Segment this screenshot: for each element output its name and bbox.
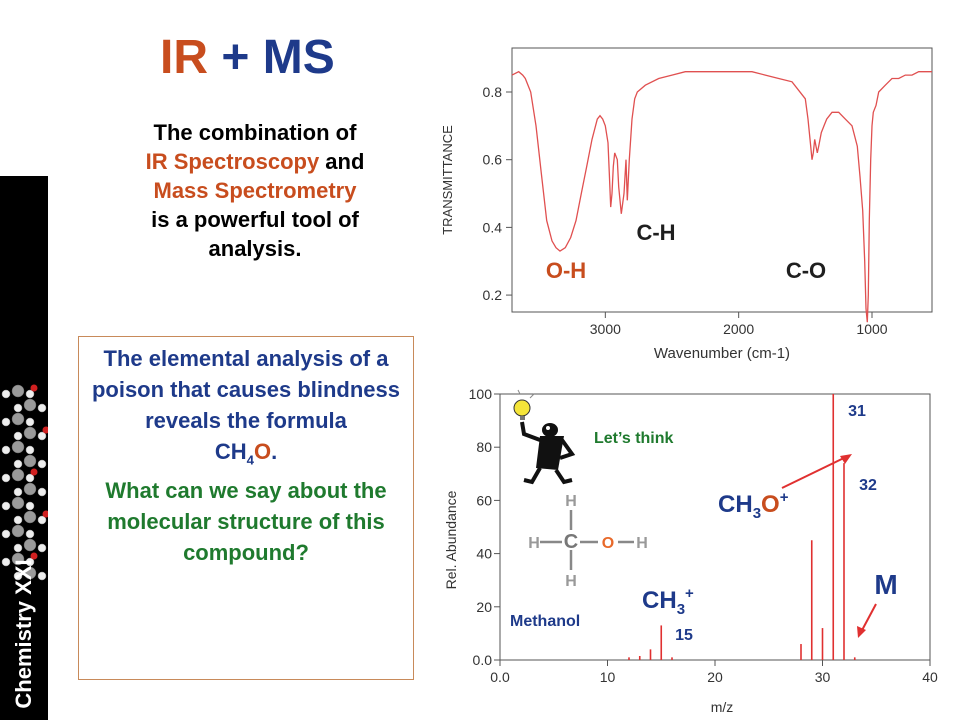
- ms-ytick-label: 100: [469, 386, 493, 402]
- ms-xtick-label: 10: [600, 669, 616, 685]
- ms-fragment-ch3o: CH3O+: [718, 489, 789, 522]
- intro-line-5: analysis.: [208, 236, 302, 261]
- ms-ytick-label: 0.0: [473, 652, 493, 668]
- intro-line-1: The combination of: [153, 120, 357, 145]
- sidebar-label: Chemistry XXI: [11, 559, 36, 709]
- ir-ytick-label: 0.4: [483, 219, 503, 235]
- mass-spectrum-chart: 0.0 20 40 60 80 100 0.0 10 20 30 40 Rel. Abundanc…: [443, 386, 938, 715]
- intro-text: The combination of IR Spectroscopy and M…: [82, 118, 428, 263]
- ch3-sub: 3: [677, 601, 685, 618]
- sidebar: Chemistry XXI: [0, 176, 48, 720]
- ms-fragment-m: M: [874, 569, 897, 600]
- ms-xtick-label: 40: [922, 669, 938, 685]
- intro-line-4: is a powerful tool of: [151, 207, 359, 232]
- ms-xlabel: m/z: [711, 699, 734, 715]
- ms-ylabel: Rel. Abundance: [443, 490, 459, 589]
- atom-h-left: H: [528, 535, 540, 552]
- ms-fragment-ch3: CH3+: [642, 585, 694, 618]
- ir-xlabel: Wavenumber (cm-1): [654, 345, 790, 362]
- atom-h-right: H: [636, 535, 648, 552]
- arrow-ch3o-to-31: [781, 455, 849, 489]
- ir-series-line: [511, 70, 932, 323]
- formula-c: C: [214, 439, 231, 464]
- ms-xtick-label: 20: [707, 669, 723, 685]
- ms-peak-label-31: 31: [848, 403, 866, 420]
- formula-h-sub: 4: [246, 452, 254, 468]
- ch3-c: C: [642, 587, 659, 614]
- ir-ylabel: TRANSMITTANCE: [440, 125, 455, 235]
- ch3-h: H: [659, 587, 676, 614]
- ir-xtick-label: 1000: [856, 321, 887, 337]
- ms-xtick-label: 30: [815, 669, 831, 685]
- ms-xtick-label: 0.0: [490, 669, 510, 685]
- atom-h-bottom: H: [565, 573, 577, 590]
- ir-ytick-label: 0.8: [483, 84, 503, 100]
- arrow-ch3o-head: [840, 454, 852, 464]
- ir-annotation-co: C-O: [786, 258, 826, 283]
- question-green-text: What can we say about the molecular stru…: [105, 478, 387, 566]
- title-ms: + MS: [208, 31, 335, 84]
- arrow-m-head: [857, 626, 866, 638]
- molecule-model-icon: [1, 384, 48, 581]
- ir-annotation-ch: C-H: [636, 220, 675, 245]
- ir-plot-frame: [511, 47, 933, 313]
- ir-annotation-oh: O-H: [546, 258, 586, 283]
- ch3o-o: O: [761, 491, 780, 518]
- ms-ytick-label: 60: [476, 492, 492, 508]
- molecule-name: Methanol: [510, 613, 580, 630]
- page-title: IR + MS: [160, 30, 335, 85]
- ch3o-c: C: [718, 491, 735, 518]
- ch3-sup: +: [685, 585, 694, 602]
- title-ir: IR: [160, 31, 208, 84]
- ms-ytick-label: 80: [476, 439, 492, 455]
- ir-ytick-label: 0.2: [483, 287, 503, 303]
- ms-peak-label-15: 15: [675, 627, 693, 644]
- atom-h-top: H: [565, 493, 577, 510]
- intro-line-2: IR Spectroscopy and: [82, 147, 428, 176]
- formula-end: .: [271, 439, 278, 464]
- intro-ir-term: IR Spectroscopy: [145, 149, 320, 174]
- intro-ms-term: Mass Spectrometry: [153, 178, 357, 203]
- ir-xtick-label: 3000: [590, 321, 621, 337]
- thinking-figure-icon: [513, 389, 576, 485]
- formula: CH4O.: [79, 436, 413, 475]
- ir-ytick-label: 0.6: [483, 152, 503, 168]
- ms-ytick-label: 40: [476, 546, 492, 562]
- ch3o-h: H: [735, 491, 752, 518]
- ch3o-sup: +: [780, 489, 789, 506]
- ch3o-sub: 3: [753, 505, 761, 522]
- formula-o: O: [253, 439, 272, 464]
- intro-and: and: [319, 149, 365, 174]
- ir-xtick-label: 2000: [723, 321, 754, 337]
- question-box: The elemental analysis of a poison that …: [78, 336, 414, 680]
- question-blue-text: The elemental analysis of a poison that …: [91, 346, 401, 433]
- formula-h: H: [230, 439, 247, 464]
- atom-o: O: [602, 535, 614, 552]
- ms-peak-label-32: 32: [859, 477, 877, 494]
- lets-think-label: Let’s think: [594, 430, 674, 447]
- methanol-structure: H H C O H H: [528, 493, 648, 590]
- ir-spectrum-chart: 0.20.40.60.8 3000 2000 1000 TRANSMITTANCE …: [440, 47, 933, 362]
- ms-ytick-label: 20: [476, 599, 492, 615]
- atom-c: C: [564, 531, 578, 553]
